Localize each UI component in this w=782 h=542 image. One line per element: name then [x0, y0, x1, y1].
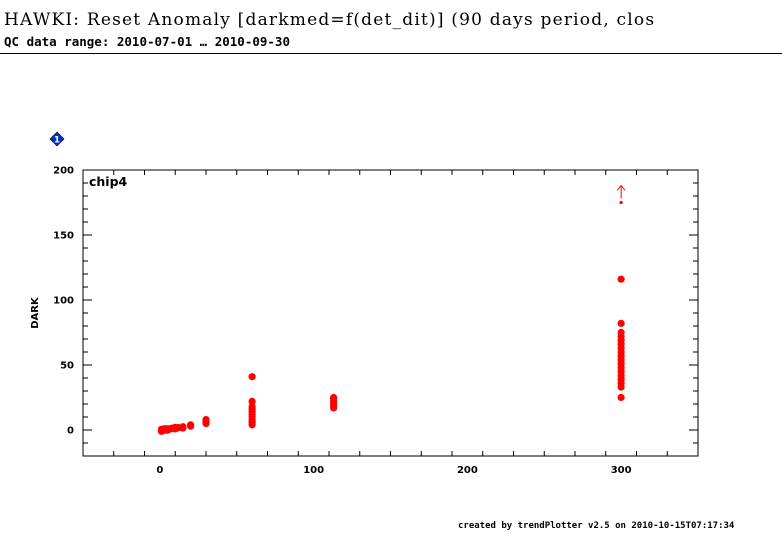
outlier-markers — [616, 184, 626, 205]
qc-data-range: QC data range: 2010-07-01 … 2010-09-30 — [4, 34, 290, 49]
data-points — [157, 275, 625, 435]
data-point — [179, 424, 187, 432]
plot-frame — [82, 169, 699, 457]
data-point — [617, 275, 625, 283]
x-tick-label: 0 — [156, 465, 163, 476]
y-tick-label: 200 — [53, 166, 74, 177]
panel-label: chip4 — [89, 174, 128, 189]
data-point — [617, 328, 625, 337]
x-tick-label: 100 — [303, 465, 324, 476]
outlier-arrow-icon — [616, 184, 626, 205]
x-tick-label: 200 — [457, 465, 478, 476]
x-tick-labels: 0 100 200 300 — [156, 465, 631, 476]
y-tick-label: 100 — [53, 296, 74, 307]
data-point — [248, 397, 256, 405]
y-axis-label: DARK — [30, 296, 41, 329]
panel-badge-diamond-icon — [49, 131, 65, 147]
page-title: HAWKI: Reset Anomaly [darkmed=f(det_dit)… — [4, 10, 656, 30]
data-point — [330, 393, 338, 402]
y-tick-label: 150 — [53, 231, 74, 242]
data-point — [248, 403, 256, 411]
data-point — [617, 319, 625, 327]
data-point — [187, 421, 195, 429]
y-tick-label: 50 — [60, 361, 74, 372]
footer-credit: created by trendPlotter v2.5 on 2010-10-… — [458, 521, 735, 531]
axis-ticks — [83, 170, 698, 456]
data-point — [202, 416, 210, 424]
data-point — [617, 393, 625, 402]
y-tick-labels: 0 50 100 150 200 — [53, 166, 74, 437]
x-tick-label: 300 — [611, 465, 632, 476]
data-point — [248, 373, 256, 381]
panel-badge[interactable]: 1 — [49, 131, 65, 147]
y-tick-label: 0 — [67, 426, 74, 437]
panel-badge-label: 1 — [54, 136, 60, 146]
header-divider — [0, 53, 782, 54]
